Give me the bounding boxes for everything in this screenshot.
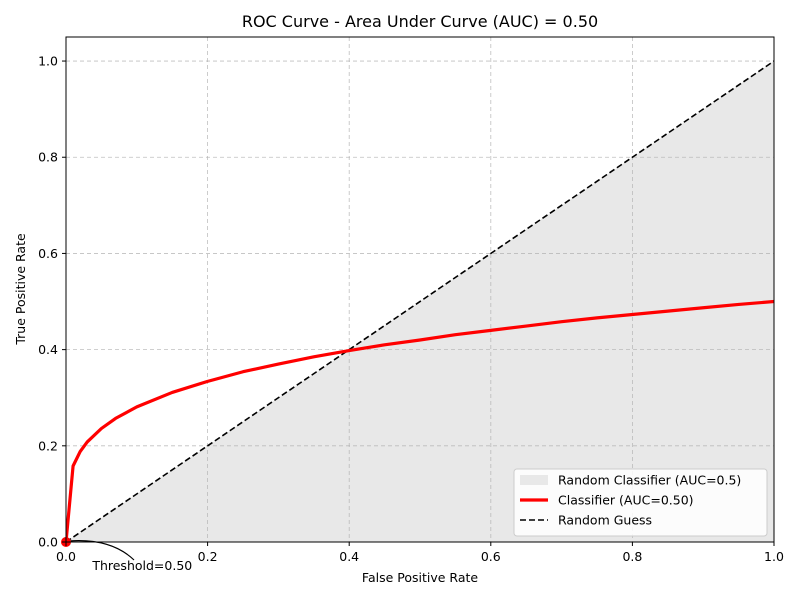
y-axis-label: True Positive Rate <box>13 233 28 346</box>
threshold-annotation: Threshold=0.50 <box>91 558 192 573</box>
x-tick-label: 0.0 <box>56 549 76 564</box>
y-tick-label: 0.8 <box>38 150 58 165</box>
x-axis-label: False Positive Rate <box>362 570 478 585</box>
legend-swatch-area <box>520 475 548 485</box>
legend-box <box>513 468 768 537</box>
y-tick-label: 0.2 <box>38 438 58 453</box>
y-tick-label: 1.0 <box>38 54 58 69</box>
legend-label: Random Guess <box>558 513 652 528</box>
axes-frame <box>65 36 775 543</box>
annotation-arrow <box>68 540 135 561</box>
x-tick-label: 1.0 <box>764 549 784 564</box>
x-tick-label: 0.2 <box>198 549 218 564</box>
x-tick-label: 0.8 <box>622 549 642 564</box>
series-line-classifier <box>66 299 774 542</box>
legend-label: Random Classifier (AUC=0.5) <box>558 473 741 488</box>
x-tick-label: 0.4 <box>339 549 359 564</box>
y-tick-label: 0.4 <box>38 342 58 357</box>
series-line-random-guess <box>65 60 775 543</box>
x-tick-label: 0.6 <box>481 549 501 564</box>
y-tick-label: 0.6 <box>38 246 58 261</box>
plot-area: Threshold=0.50 <box>61 36 775 573</box>
y-tick-label: 0.0 <box>38 535 58 550</box>
legend: Random Classifier (AUC=0.5) Classifier (A… <box>513 468 768 537</box>
legend-label: Classifier (AUC=0.50) <box>558 493 694 508</box>
chart-title: ROC Curve - Area Under Curve (AUC) = 0.5… <box>242 12 598 31</box>
axis-ticks: 0.0 0.2 0.4 0.6 0.8 1.0 0.0 0.2 0.4 0.6 0.8 1.0 <box>38 54 784 564</box>
